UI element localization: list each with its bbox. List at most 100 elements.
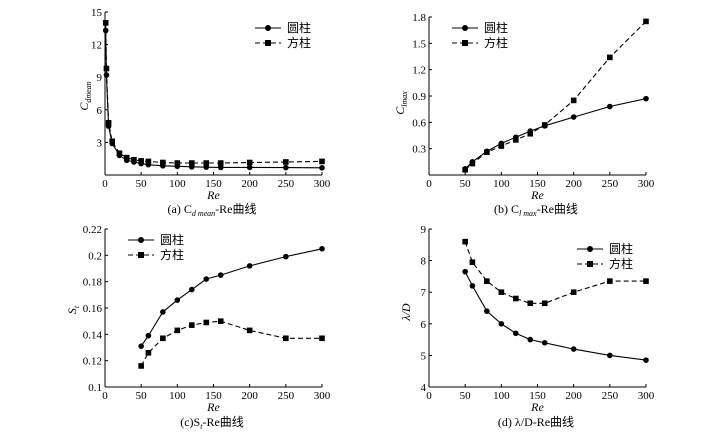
data-point-circle bbox=[203, 276, 209, 282]
y-tick-label: 0.2 bbox=[88, 250, 102, 262]
y-axis-title: St bbox=[65, 305, 81, 314]
x-tick-label: 250 bbox=[602, 390, 619, 402]
x-tick-label: 0 bbox=[102, 178, 108, 190]
data-point-square bbox=[218, 318, 224, 324]
legend-marker-square bbox=[265, 40, 271, 46]
y-tick-label: 15 bbox=[91, 7, 103, 19]
x-tick-label: 100 bbox=[169, 178, 186, 190]
data-point-square bbox=[499, 143, 505, 149]
data-point-square bbox=[462, 239, 468, 245]
data-point-square bbox=[146, 159, 152, 165]
data-point-square bbox=[527, 131, 533, 137]
data-point-square bbox=[571, 98, 577, 104]
y-tick-label: 4 bbox=[421, 382, 427, 394]
legend-label: 方柱 bbox=[287, 35, 311, 50]
chart-b: 0 50 100 150 200 250 300 0.3 0.6 0.9 1.2 1.5 1.8 Re Cl… bbox=[393, 12, 655, 218]
data-point-circle bbox=[283, 254, 289, 260]
chart-c: 0 50 100 150 200 250 300 0.1 0.12 0.14 0.16 0.18 0.2… bbox=[65, 224, 331, 431]
legend-marker-circle bbox=[265, 25, 271, 31]
x-axis-title: Re bbox=[530, 400, 544, 414]
x-tick-label: 200 bbox=[241, 178, 258, 190]
x-tick-label: 50 bbox=[460, 178, 472, 190]
data-point-square bbox=[283, 159, 289, 165]
data-point-square bbox=[124, 155, 130, 161]
data-point-circle bbox=[247, 263, 253, 269]
y-tick-label: 1.8 bbox=[412, 12, 426, 24]
data-point-circle bbox=[484, 308, 490, 314]
data-point-square bbox=[499, 289, 505, 295]
y-tick-label: 9 bbox=[97, 72, 103, 84]
data-point-circle bbox=[175, 297, 181, 303]
data-point-square bbox=[283, 335, 289, 341]
y-tick-label: 0.18 bbox=[83, 277, 103, 289]
x-tick-label: 300 bbox=[638, 390, 655, 402]
data-point-circle bbox=[160, 309, 166, 315]
data-point-circle bbox=[513, 330, 519, 336]
chart-caption: (c)St-Re曲线 bbox=[180, 415, 244, 431]
legend-marker-circle bbox=[462, 25, 468, 31]
chart-caption: (b) Cl max-Re曲线 bbox=[494, 202, 578, 218]
data-point-circle bbox=[643, 357, 649, 363]
data-point-circle bbox=[607, 353, 613, 359]
data-point-circle bbox=[571, 346, 577, 352]
data-point-square bbox=[247, 160, 253, 166]
data-point-square bbox=[160, 160, 166, 166]
data-point-square bbox=[484, 149, 490, 155]
x-axis-title: Re bbox=[206, 400, 220, 414]
legend-label: 圆柱 bbox=[160, 232, 184, 247]
y-tick-label: 0.12 bbox=[83, 356, 102, 368]
y-tick-label: 0.6 bbox=[412, 117, 426, 129]
data-point-circle bbox=[571, 114, 577, 120]
y-tick-label: 12 bbox=[91, 40, 102, 52]
data-point-square bbox=[109, 139, 115, 145]
legend-marker-square bbox=[462, 40, 468, 46]
x-tick-label: 100 bbox=[169, 390, 186, 402]
data-point-square bbox=[131, 157, 137, 163]
legend-marker-circle bbox=[587, 246, 593, 252]
data-point-circle bbox=[319, 165, 325, 171]
data-point-square bbox=[106, 120, 112, 126]
figure-canvas: 0 50 100 150 200 250 3003691215ReCdmean(a) Cd … bbox=[0, 0, 720, 438]
data-point-square bbox=[607, 278, 613, 284]
data-point-square bbox=[643, 19, 649, 25]
chart-caption: (a) Cd mean-Re曲线 bbox=[168, 202, 257, 218]
data-point-square bbox=[189, 322, 195, 328]
data-point-circle bbox=[247, 165, 253, 171]
legend-label: 方柱 bbox=[609, 256, 633, 271]
legend-marker-square bbox=[138, 252, 144, 258]
data-point-circle bbox=[146, 333, 152, 339]
data-point-square bbox=[319, 159, 325, 165]
data-point-square bbox=[218, 160, 224, 166]
data-point-circle bbox=[319, 246, 325, 252]
x-tick-label: 250 bbox=[278, 178, 295, 190]
data-point-square bbox=[513, 137, 519, 143]
data-point-circle bbox=[607, 104, 613, 110]
data-point-circle bbox=[283, 165, 289, 171]
x-tick-label: 0 bbox=[426, 178, 432, 190]
data-point-square bbox=[542, 300, 548, 306]
series-line-circle bbox=[106, 31, 322, 168]
data-point-circle bbox=[542, 340, 548, 346]
data-point-circle bbox=[499, 321, 505, 327]
data-point-circle bbox=[462, 269, 468, 275]
data-point-square bbox=[247, 328, 253, 334]
data-point-circle bbox=[527, 337, 533, 343]
x-tick-label: 50 bbox=[460, 390, 472, 402]
x-tick-label: 100 bbox=[493, 178, 510, 190]
x-tick-label: 200 bbox=[241, 390, 258, 402]
x-tick-label: 300 bbox=[638, 178, 655, 190]
y-tick-label: 0.22 bbox=[83, 224, 102, 236]
legend-marker-circle bbox=[138, 237, 144, 243]
x-axis-title: Re bbox=[530, 188, 544, 202]
data-point-square bbox=[470, 161, 476, 167]
data-point-square bbox=[103, 20, 109, 26]
data-point-square bbox=[319, 335, 325, 341]
data-point-square bbox=[484, 278, 490, 284]
data-point-square bbox=[175, 328, 181, 334]
y-tick-label: 9 bbox=[421, 224, 427, 236]
legend-marker-square bbox=[587, 261, 593, 267]
y-tick-label: 0.1 bbox=[88, 382, 102, 394]
data-point-square bbox=[513, 296, 519, 302]
legend-label: 圆柱 bbox=[287, 20, 311, 35]
x-tick-label: 100 bbox=[493, 390, 510, 402]
